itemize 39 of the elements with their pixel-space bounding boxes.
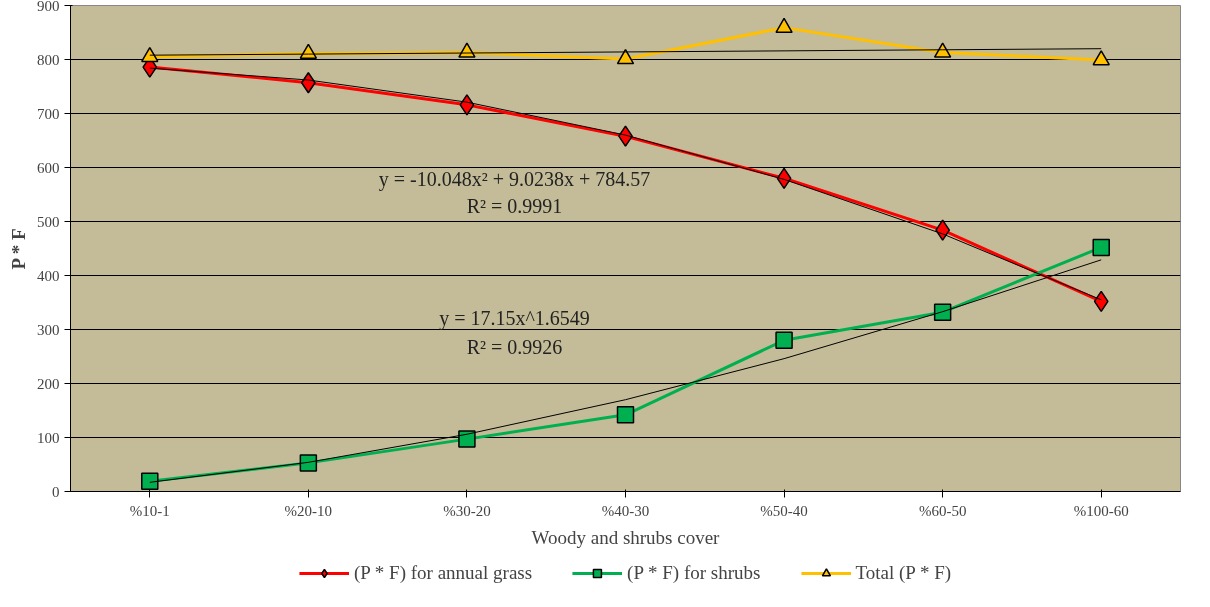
point bbox=[616, 406, 635, 424]
point bbox=[935, 219, 951, 241]
y-tick-label: 0 bbox=[52, 483, 60, 500]
legend-label: (P * F) for shrubs bbox=[627, 561, 761, 584]
y-tick-label: 400 bbox=[37, 267, 60, 284]
x-tick-label: %60-50 bbox=[918, 502, 967, 519]
legend-label: (P * F) for annual grass bbox=[353, 561, 533, 584]
point bbox=[775, 331, 793, 350]
annotation: R² = 0.9991 bbox=[466, 194, 563, 217]
point bbox=[933, 42, 952, 58]
x-tick-label: %50-40 bbox=[760, 502, 808, 519]
x-tick-label: %20-10 bbox=[284, 502, 333, 519]
point bbox=[299, 454, 318, 472]
y-tick-label: 800 bbox=[37, 51, 60, 68]
point bbox=[616, 48, 635, 65]
x-tick-label: %100-60 bbox=[1073, 502, 1129, 519]
y-tick-label: 700 bbox=[37, 105, 60, 122]
annotation: y = 17.15x^1.6549 bbox=[439, 306, 590, 330]
y-tick-label: 900 bbox=[37, 0, 60, 14]
y-axis-title: P * F bbox=[8, 228, 29, 270]
y-tick-label: 300 bbox=[37, 321, 60, 338]
annotation: y = -10.048x² + 9.0238x + 784.57 bbox=[378, 168, 651, 192]
point bbox=[141, 46, 159, 63]
annotation: R² = 0.9926 bbox=[466, 335, 563, 358]
y-tick-label: 100 bbox=[37, 429, 60, 446]
x-tick-label: %10-1 bbox=[129, 502, 170, 519]
y-tick-label: 200 bbox=[37, 375, 60, 392]
point bbox=[775, 17, 793, 34]
point bbox=[933, 303, 952, 321]
x-tick-label: %40-30 bbox=[601, 502, 650, 519]
x-tick-label: %30-20 bbox=[443, 502, 491, 519]
point bbox=[141, 472, 159, 490]
point bbox=[458, 430, 476, 448]
y-tick-label: 600 bbox=[37, 159, 60, 176]
legend-label: Total (P * F) bbox=[855, 561, 952, 584]
x-axis-title: Woody and shrubs cover bbox=[531, 526, 721, 548]
point bbox=[1092, 238, 1110, 257]
y-tick-label: 500 bbox=[37, 213, 60, 230]
point bbox=[1092, 50, 1110, 66]
